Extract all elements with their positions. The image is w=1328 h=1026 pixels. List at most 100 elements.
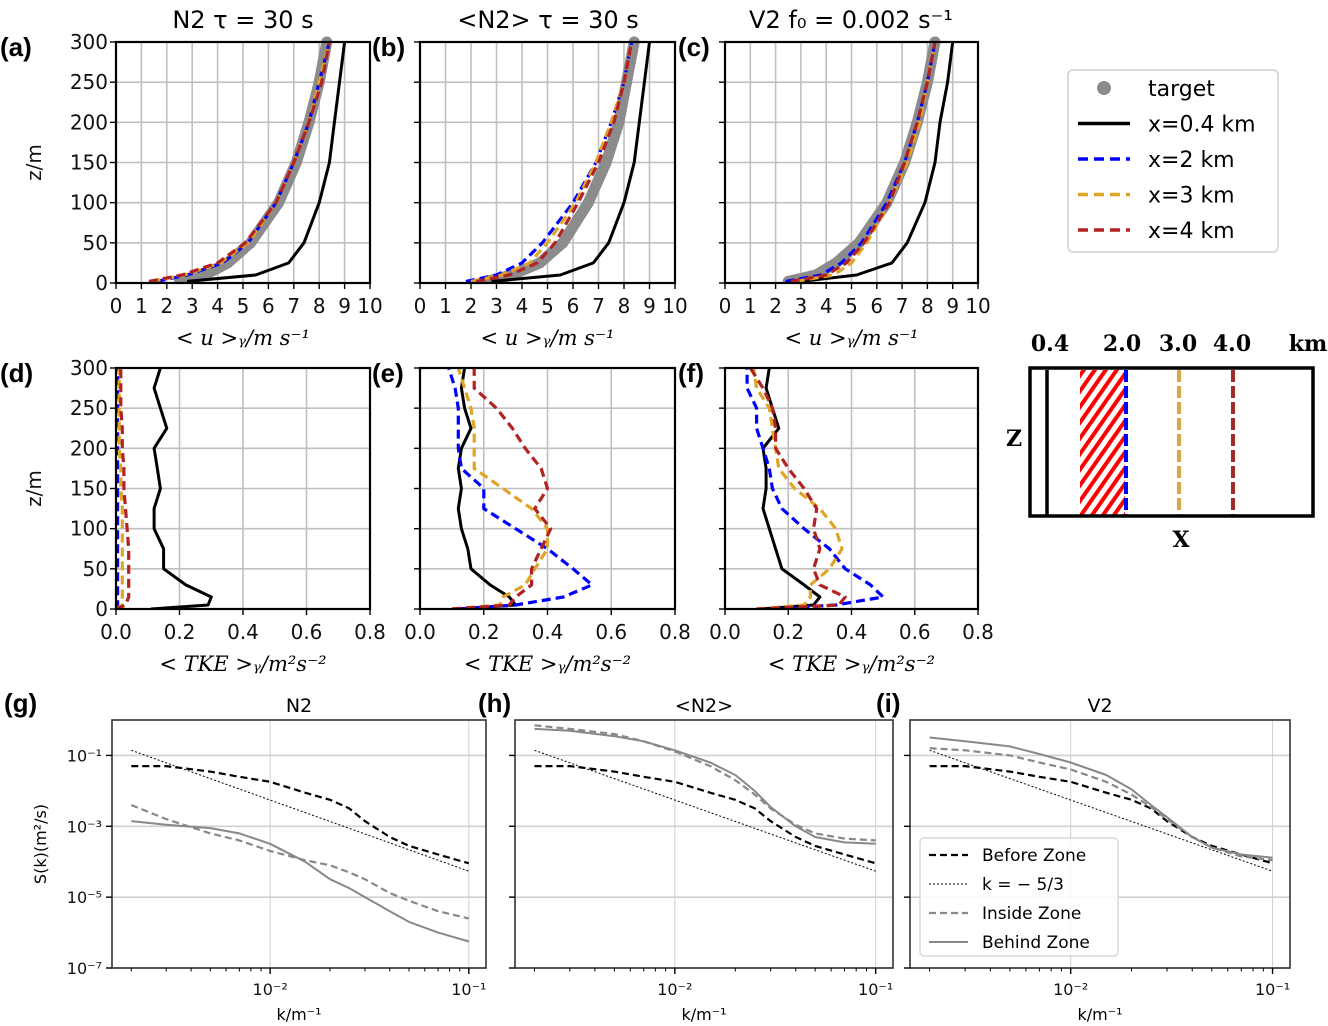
series-x-3-km-line: [751, 367, 844, 609]
series-x-0-4-km-line: [456, 367, 518, 609]
x-tick-label: 8: [313, 294, 326, 318]
series-before-zone-line: [929, 765, 1273, 865]
x-tick-label: 0.4: [532, 620, 564, 644]
y-axis-label: z/m: [22, 470, 46, 507]
y-tick-label: 250: [70, 396, 108, 420]
series-x-0-4-km-line: [150, 367, 213, 609]
legend-frame: [919, 837, 1119, 957]
x-tick-label: 10⁻²: [253, 980, 288, 999]
series-group: [447, 367, 594, 609]
panel-label: (a): [0, 32, 32, 62]
y-tick-label: 200: [70, 110, 108, 134]
x-tick-label: 7: [592, 294, 605, 318]
x-tick-label: 3: [490, 294, 503, 318]
x-tick-label: 0.4: [836, 620, 868, 644]
panel-title: N2 τ = 30 s: [172, 6, 313, 34]
legend-label: k = − 5/3: [982, 875, 1064, 895]
x-tick-label: 0.2: [772, 620, 804, 644]
x-axis-label: k/m⁻¹: [681, 1005, 726, 1024]
x-tick-label: 0.6: [899, 620, 931, 644]
panel-title: V2 f₀ = 0.002 s⁻¹: [749, 6, 953, 34]
x-tick-label: 4: [211, 294, 224, 318]
legend-label: x=0.4 km: [1148, 113, 1256, 138]
y-tick-label: 50: [83, 231, 108, 255]
y-axis-label: S(k)(m²/s): [31, 804, 50, 884]
station-label: 4.0: [1213, 331, 1251, 357]
x-tick-label: 0.8: [659, 620, 691, 644]
x-tick-label: 3: [186, 294, 199, 318]
x-axis-label: < u >ᵧ/m s⁻¹: [176, 326, 310, 350]
x-axis-label: k/m⁻¹: [276, 1005, 321, 1024]
panel-title: <N2>: [675, 695, 733, 717]
x-tick-label: 7: [896, 294, 909, 318]
x-tick-label: 6: [262, 294, 275, 318]
series-inside-zone-line: [534, 724, 876, 842]
series-behind-zone-line: [131, 820, 470, 943]
panel-b: 0 1 2 3 4 5 6 7 8 9 10 <N2> τ = 30 s < u >ᵧ/m s⁻¹: [414, 6, 688, 350]
x-tick-label: 4: [820, 294, 833, 318]
panel-label: (c): [678, 32, 710, 62]
panel-title: <N2> τ = 30 s: [457, 6, 639, 34]
y-axis-label: z/m: [22, 144, 46, 181]
legend-label: x=2 km: [1148, 148, 1235, 173]
x-tick-label: 10: [357, 294, 382, 318]
domain-schematic: 0.4 2.0 3.0 4.0 km Z X: [1006, 331, 1327, 553]
profile-legend: target x=0.4 km x=2 km x=3 km x=4 km: [1067, 69, 1279, 253]
x-tick-label: 3: [795, 294, 808, 318]
x-tick-label: 10⁻²: [1053, 980, 1088, 999]
series-x-4-km-line: [451, 368, 553, 609]
panel-label: (d): [0, 358, 33, 388]
series-group: [465, 36, 651, 283]
x-tick-label: 4: [516, 294, 529, 318]
series-x-0-4-km-line: [491, 41, 651, 283]
x-tick-label: 10⁻²: [657, 980, 692, 999]
series-x-2-km-line: [116, 368, 120, 609]
x-tick-label: 0.2: [468, 620, 500, 644]
series-group: [534, 724, 876, 872]
series-x-4-km-line: [148, 41, 331, 283]
series-x-3-km-line: [451, 367, 550, 609]
panel-h: 10⁻² 10⁻¹ <N2> k/m⁻¹: [509, 695, 894, 1024]
panel-d: 0.0 0.2 0.4 0.6 0.8 0 50 100 150 200 250 300 < TKE >…: [22, 356, 386, 676]
x-tick-label: 10⁻¹: [1255, 980, 1290, 999]
x-tick-label: 6: [870, 294, 883, 318]
series-x-0-4-km-line: [186, 41, 347, 283]
panel-label: (e): [372, 358, 404, 388]
x-tick-label: 0.0: [100, 620, 132, 644]
series-behind-zone-line: [534, 727, 876, 845]
y-tick-label: 10⁻³: [67, 817, 102, 836]
y-tick-label: 10⁻⁵: [67, 888, 102, 907]
series-inside-zone-line: [130, 803, 470, 920]
series-group: [116, 367, 213, 609]
target-point: [557, 237, 569, 249]
legend-label: Inside Zone: [982, 904, 1081, 924]
x-tick-label: 0: [414, 294, 427, 318]
x-axis-label: k/m⁻¹: [1077, 1005, 1122, 1024]
x-tick-label: 5: [237, 294, 250, 318]
station-label: km: [1289, 331, 1328, 357]
y-tick-label: 300: [70, 356, 108, 380]
series-group: [745, 367, 885, 609]
series-group: [929, 736, 1273, 872]
station-label: 0.4: [1031, 331, 1069, 357]
y-tick-label: 150: [70, 477, 108, 501]
series-x-4-km-line: [116, 368, 131, 609]
plot-frame: [909, 719, 1291, 969]
station-label: 2.0: [1103, 331, 1141, 357]
target-point: [613, 116, 625, 128]
x-tick-label: 0.8: [354, 620, 386, 644]
y-tick-label: 100: [70, 517, 108, 541]
x-tick-label: 8: [618, 294, 631, 318]
x-tick-label: 1: [744, 294, 757, 318]
x-tick-label: 7: [287, 294, 300, 318]
x-axis-label: < TKE >ᵧ/m²s⁻²: [768, 652, 935, 676]
legend-label: x=3 km: [1148, 184, 1235, 209]
x-tick-label: 1: [439, 294, 452, 318]
hatched-zone: [1080, 370, 1125, 515]
legend-label: Behind Zone: [982, 933, 1090, 953]
x-axis-label: < u >ᵧ/m s⁻¹: [785, 326, 919, 350]
z-axis-label: Z: [1006, 426, 1022, 452]
series-k-5-3-line: [534, 749, 876, 872]
panel-e: 0.0 0.2 0.4 0.6 0.8 < TKE >ᵧ/m²s⁻²: [404, 366, 691, 676]
series-before-zone-line: [131, 765, 470, 865]
